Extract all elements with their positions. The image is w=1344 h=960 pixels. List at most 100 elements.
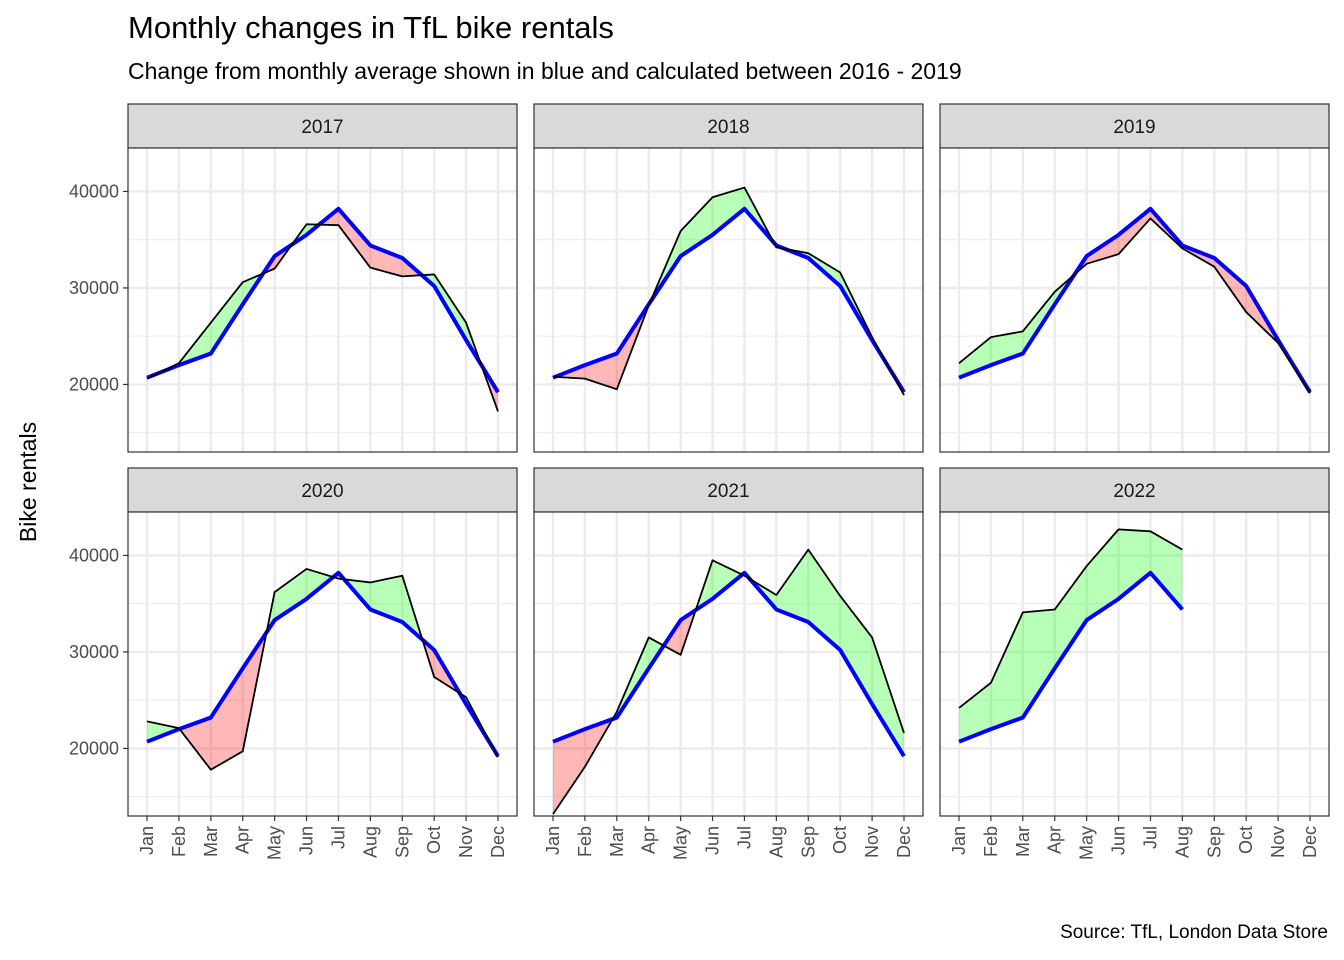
average-line-2022 <box>958 570 1184 744</box>
chart-caption: Source: TfL, London Data Store <box>1060 922 1328 943</box>
x-tick-label: Mar <box>201 826 221 857</box>
x-tick-label: Aug <box>766 826 786 858</box>
x-tick-label: Oct <box>424 826 444 854</box>
x-tick-label: Sep <box>798 826 818 858</box>
plot-background <box>534 148 923 452</box>
strip-label-2021: 2021 <box>707 481 749 502</box>
x-tick-label: Jan <box>137 826 157 855</box>
x-tick-label: Nov <box>456 826 476 858</box>
ribbon-above-average <box>1022 609 1055 718</box>
ribbon-below-average <box>1118 208 1151 255</box>
strip-label-2019: 2019 <box>1113 117 1155 138</box>
panel-border <box>127 147 518 453</box>
y-tick-label: 30000 <box>69 642 119 662</box>
plot-background <box>128 512 517 816</box>
ribbon-below-average <box>179 717 211 770</box>
ribbon-above-average <box>274 568 307 621</box>
panel-2018: 2018 <box>533 103 924 453</box>
actual-line-2018 <box>552 186 905 396</box>
strip-label-2017: 2017 <box>301 117 343 138</box>
x-tick-label: Mar <box>1013 826 1033 857</box>
panel-2020: 2020 20000 30000 40000 Jan Feb Mar Apr May Jun Jul… <box>69 467 518 860</box>
x-tick-label: Mar <box>607 826 627 857</box>
panel-2022: 2022 Jan Feb Mar Apr May Jun Jul Aug Sep Oct Nov Dec <box>939 467 1330 860</box>
y-tick-label: 30000 <box>69 278 119 298</box>
x-tick-label: May <box>671 826 691 860</box>
average-line-2017 <box>146 206 500 394</box>
strip-2021 <box>533 467 924 513</box>
ribbon-above-average <box>959 682 991 742</box>
y-axis-title: Bike rentals <box>15 422 41 542</box>
actual-line-2022 <box>958 528 1183 709</box>
ribbon-above-average <box>210 282 243 354</box>
ribbon-above-average <box>840 595 873 705</box>
ribbon-above-average <box>776 549 809 623</box>
ribbon-above-average <box>990 612 1023 730</box>
x-tick-label: Jun <box>297 826 317 855</box>
panel-2021: 2021 Jan Feb Mar Apr May Jun Jul Aug Sep Oct Nov Dec <box>533 467 924 860</box>
ribbon-below-average <box>370 245 403 277</box>
x-tick-label: Jun <box>1109 826 1129 855</box>
y-tick-label: 20000 <box>69 374 119 394</box>
y-tick-label: 40000 <box>69 545 119 565</box>
x-tick-label: Oct <box>1236 826 1256 854</box>
x-tick-label: Jul <box>734 826 754 849</box>
x-tick-label: Dec <box>894 826 914 858</box>
strip-2022 <box>939 467 1330 513</box>
average-line-2019 <box>958 206 1312 394</box>
ribbon-below-average <box>1214 258 1247 313</box>
ribbon-above-average <box>680 197 713 257</box>
panel-border <box>127 511 518 817</box>
chart-subtitle: Change from monthly average shown in blu… <box>128 58 962 84</box>
ribbon-above-average <box>1086 529 1119 621</box>
ribbon-below-average <box>338 208 371 268</box>
panel-border <box>533 147 924 453</box>
panel-border <box>939 511 1330 817</box>
panel-2019: 2019 <box>939 103 1330 453</box>
average-line-2020 <box>146 570 500 758</box>
x-tick-label: Aug <box>360 826 380 858</box>
x-tick-label: Apr <box>1045 826 1065 854</box>
x-tick-label: Apr <box>233 826 253 854</box>
actual-line-2017 <box>146 223 499 412</box>
x-tick-label: Sep <box>392 826 412 858</box>
ribbon-above-average <box>808 549 841 651</box>
x-tick-label: Jul <box>328 826 348 849</box>
chart-title: Monthly changes in TfL bike rentals <box>128 10 614 45</box>
ribbon-below-average <box>210 668 243 770</box>
plot-background <box>940 148 1329 452</box>
x-tick-label: Oct <box>830 826 850 854</box>
panel-border <box>533 511 924 817</box>
strip-2019 <box>939 103 1330 149</box>
average-line-2018 <box>552 206 906 394</box>
x-tick-label: Feb <box>169 826 189 857</box>
strip-2020 <box>127 467 518 513</box>
x-tick-label: Sep <box>1204 826 1224 858</box>
ribbon-above-average <box>872 637 904 757</box>
strip-2018 <box>533 103 924 149</box>
ribbon-above-average <box>1054 566 1087 669</box>
ribbon-above-average <box>712 560 743 599</box>
plot-background <box>128 148 517 452</box>
plot-background <box>534 512 923 816</box>
actual-line-2021 <box>552 548 905 815</box>
strip-label-2022: 2022 <box>1113 481 1155 502</box>
x-tick-label: Jan <box>543 826 563 855</box>
x-tick-label: Apr <box>639 826 659 854</box>
y-tick-label: 20000 <box>69 738 119 758</box>
actual-line-2020 <box>146 568 499 771</box>
x-tick-label: Aug <box>1172 826 1192 858</box>
x-tick-label: Jan <box>949 826 969 855</box>
x-tick-label: May <box>265 826 285 860</box>
panel-border <box>939 147 1330 453</box>
x-tick-label: Dec <box>1300 826 1320 858</box>
y-tick-label: 40000 <box>69 181 119 201</box>
panel-2017: 2017 20000 30000 40000 <box>69 103 518 453</box>
x-tick-label: Feb <box>981 826 1001 857</box>
ribbon-below-average <box>553 729 585 815</box>
x-tick-label: Nov <box>862 826 882 858</box>
ribbon-above-average <box>1118 529 1151 599</box>
strip-label-2018: 2018 <box>707 117 749 138</box>
ribbon-above-average <box>990 331 1023 366</box>
